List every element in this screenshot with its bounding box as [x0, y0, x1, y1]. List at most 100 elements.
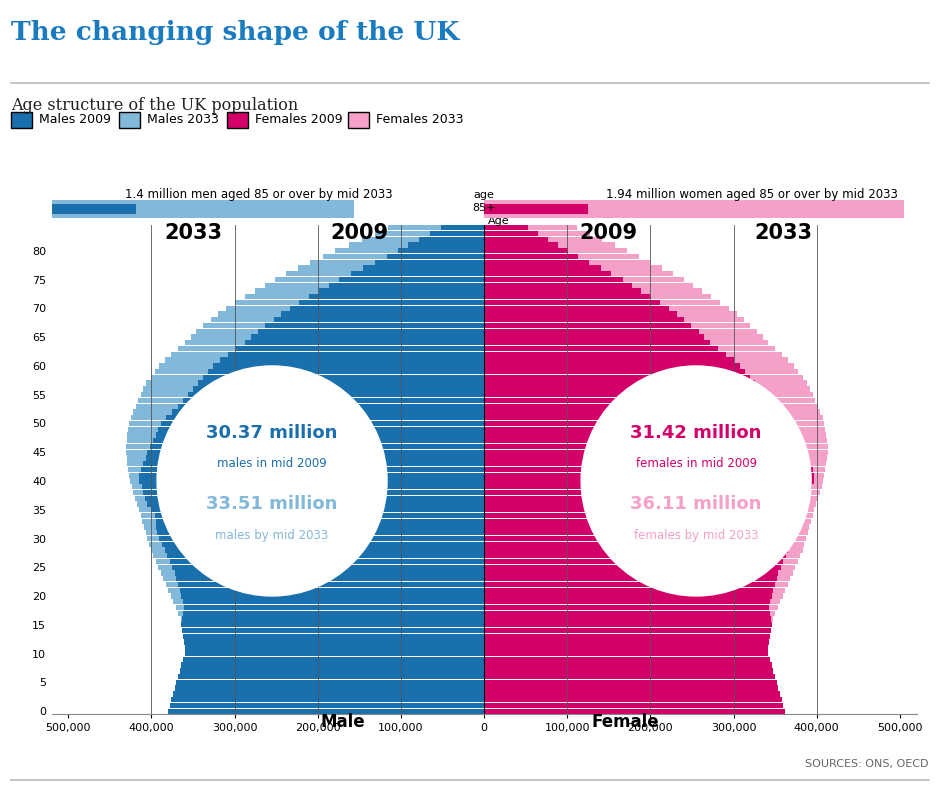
Bar — [484, 518, 797, 524]
Bar — [484, 300, 661, 305]
Bar — [484, 455, 807, 461]
Bar — [142, 484, 484, 489]
Bar — [339, 277, 484, 282]
Bar — [245, 294, 484, 300]
Bar — [484, 231, 538, 236]
Bar — [484, 525, 797, 529]
Bar — [484, 450, 806, 454]
Bar — [150, 375, 484, 380]
Bar — [484, 639, 769, 645]
Bar — [484, 588, 785, 593]
Bar — [196, 329, 484, 334]
Bar — [198, 380, 484, 386]
Bar — [142, 518, 484, 524]
Bar — [484, 513, 798, 518]
Bar — [484, 254, 639, 259]
Bar — [398, 248, 484, 253]
Bar — [484, 709, 785, 714]
Bar — [132, 484, 484, 489]
Bar — [484, 697, 782, 702]
Bar — [176, 605, 484, 610]
Bar — [150, 548, 484, 552]
Bar — [191, 335, 484, 340]
Bar — [171, 593, 484, 599]
Bar — [227, 305, 484, 311]
Bar — [484, 616, 771, 622]
Bar — [484, 663, 772, 667]
Bar — [484, 282, 693, 288]
Bar — [162, 421, 484, 426]
Bar — [484, 663, 765, 667]
Bar — [164, 576, 484, 581]
Bar — [484, 403, 818, 409]
Bar — [281, 312, 484, 316]
Text: 1.94 million women aged 85 or over by mid 2033: 1.94 million women aged 85 or over by mi… — [606, 188, 898, 201]
Bar — [484, 576, 791, 581]
Bar — [484, 553, 786, 559]
Bar — [184, 605, 484, 610]
Bar — [484, 312, 737, 316]
Text: Males 2033: Males 2033 — [147, 114, 218, 126]
Bar — [178, 703, 484, 708]
Bar — [484, 651, 769, 656]
Bar — [156, 518, 484, 524]
Bar — [180, 668, 484, 674]
Bar — [484, 478, 814, 484]
Text: 30.37 million: 30.37 million — [207, 424, 337, 442]
Bar — [484, 248, 568, 253]
Bar — [143, 387, 484, 391]
Bar — [419, 237, 484, 242]
Bar — [484, 553, 800, 559]
Bar — [484, 467, 825, 472]
Bar — [484, 628, 771, 634]
Bar — [186, 634, 484, 639]
Bar — [484, 387, 760, 391]
Bar — [187, 668, 484, 674]
Bar — [484, 565, 795, 570]
Bar — [172, 565, 484, 570]
Bar — [484, 473, 824, 478]
Bar — [484, 570, 778, 576]
Bar — [178, 403, 484, 409]
Bar — [148, 501, 484, 507]
Bar — [158, 565, 484, 570]
Bar — [158, 427, 484, 432]
Bar — [484, 576, 776, 581]
Bar — [188, 663, 484, 667]
Bar — [484, 317, 744, 323]
Bar — [484, 680, 776, 685]
Bar — [484, 599, 770, 604]
Text: Age: Age — [488, 216, 509, 226]
Bar — [177, 680, 484, 685]
Text: 36.11 million: 36.11 million — [631, 495, 761, 513]
Bar — [183, 686, 484, 691]
Bar — [274, 317, 484, 323]
Bar — [208, 369, 484, 374]
Bar — [128, 467, 484, 472]
Bar — [484, 231, 589, 236]
Bar — [185, 340, 484, 346]
Bar — [484, 450, 827, 454]
Bar — [484, 490, 810, 495]
Bar — [484, 668, 766, 674]
Bar — [484, 277, 623, 282]
Bar — [183, 623, 484, 627]
Bar — [484, 490, 820, 495]
Bar — [251, 335, 484, 340]
Bar — [265, 323, 484, 328]
Bar — [484, 398, 770, 403]
Text: Females 2033: Females 2033 — [376, 114, 463, 126]
Text: 85+: 85+ — [473, 203, 496, 213]
Bar — [153, 553, 484, 559]
Bar — [484, 495, 808, 501]
Bar — [298, 265, 484, 271]
Bar — [144, 525, 484, 529]
Bar — [484, 305, 668, 311]
Bar — [141, 392, 484, 398]
Bar — [484, 473, 814, 478]
Bar — [52, 204, 136, 215]
Text: 1.4 million men aged 85 or over by mid 2033: 1.4 million men aged 85 or over by mid 2… — [125, 188, 393, 201]
Bar — [146, 455, 484, 461]
Bar — [188, 392, 484, 398]
Bar — [167, 553, 484, 559]
